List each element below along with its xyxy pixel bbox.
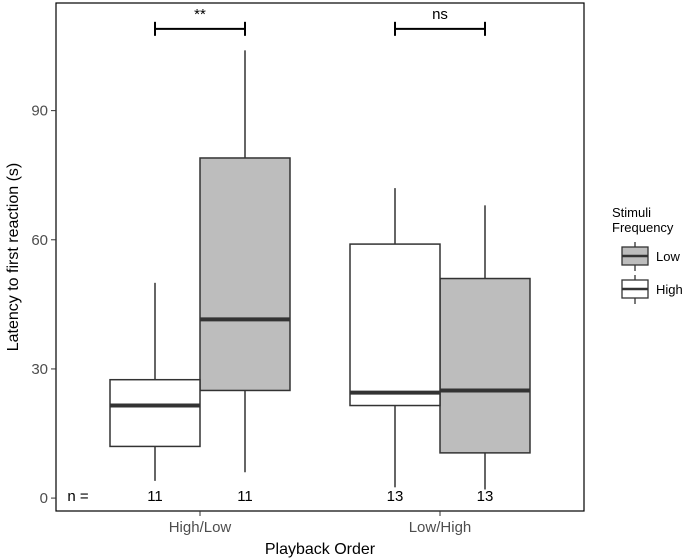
y-tick-label: 60	[31, 232, 48, 249]
box-body	[349, 243, 441, 407]
x-axis-title: Playback Order	[265, 541, 376, 558]
y-axis-title: Latency to first reaction (s)	[5, 163, 22, 352]
box-high-1	[109, 282, 201, 481]
x-tick-label: High/Low	[169, 519, 232, 536]
x-axis: High/Low Low/High	[169, 511, 472, 536]
n-label: n =	[67, 488, 89, 505]
annotations: n = 11 11 13 13 ** ns	[67, 6, 493, 505]
legend-title: Stimuli	[612, 205, 651, 220]
x-tick-label: Low/High	[409, 519, 472, 536]
n-count: 13	[477, 488, 494, 505]
n-count: 11	[147, 488, 163, 505]
n-count: 13	[387, 488, 404, 505]
box-body	[199, 157, 291, 392]
legend-title: Frequency	[612, 220, 674, 235]
significance-bracket: ns	[394, 6, 486, 36]
boxes	[109, 50, 531, 490]
y-tick-label: 30	[31, 361, 48, 378]
significance-bracket: **	[154, 6, 246, 36]
box-high-2	[349, 188, 441, 488]
box-body	[439, 277, 531, 454]
y-tick-label: 0	[40, 490, 48, 507]
n-count: 11	[237, 488, 253, 505]
box-body	[109, 378, 201, 448]
box-low-1	[199, 50, 291, 473]
significance-label: **	[194, 6, 206, 23]
y-tick-label: 90	[31, 103, 48, 120]
significance-label: ns	[432, 6, 448, 23]
y-axis: 0 30 60 90	[31, 103, 56, 507]
legend-label: High	[656, 282, 683, 297]
legend-label: Low	[656, 249, 680, 264]
